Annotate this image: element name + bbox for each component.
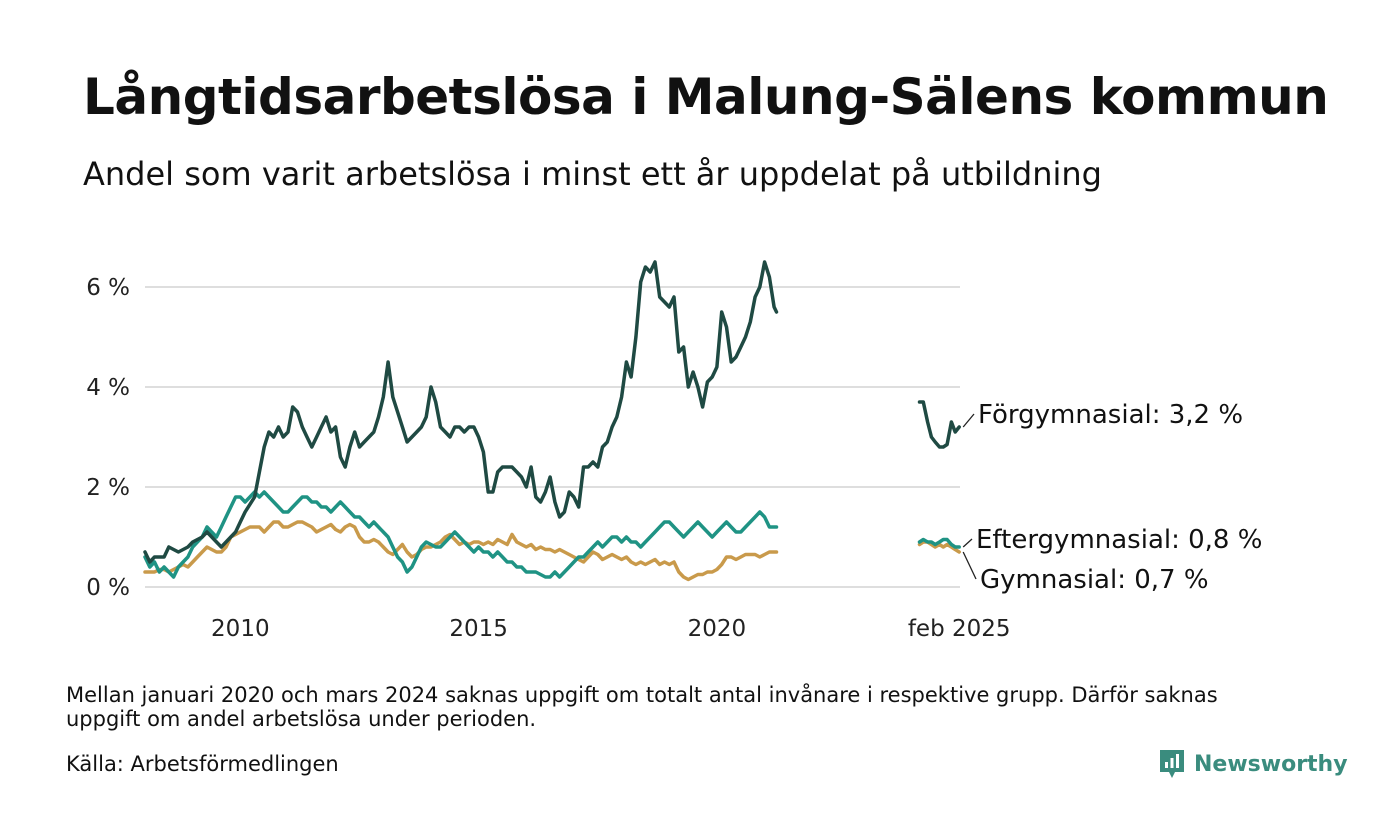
x-tick-label: 2010 <box>211 616 270 642</box>
chart-subtitle: Andel som varit arbetslösa i minst ett å… <box>83 155 1102 193</box>
y-axis-tick-labels: 0 % 2 % 4 % 6 % <box>86 275 130 601</box>
label-leader-line <box>962 538 973 548</box>
brand-logo: Newsworthy <box>1158 748 1348 780</box>
y-tick-label: 2 % <box>86 475 130 501</box>
footnote: Mellan januari 2020 och mars 2024 saknas… <box>66 683 1218 731</box>
end-labels: Förgymnasial: 3,2 % Eftergymnasial: 0,8 %… <box>962 400 1262 595</box>
y-tick-label: 4 % <box>86 375 130 401</box>
label-leader-line <box>962 551 977 580</box>
x-tick-label: 2015 <box>449 616 508 642</box>
chart-title: Långtidsarbetslösa i Malung-Sälens kommu… <box>83 68 1329 126</box>
source-text: Källa: Arbetsförmedlingen <box>66 752 339 776</box>
gridlines <box>145 286 960 588</box>
x-axis-tick-labels: 2010 2015 2020 feb 2025 <box>211 616 1010 642</box>
series-line-eftergymnasial <box>143 490 961 579</box>
series-line-förgymnasial <box>143 260 961 564</box>
y-tick-label: 6 % <box>86 275 130 301</box>
series-end-label: Förgymnasial: 3,2 % <box>978 400 1243 430</box>
x-tick-label: feb 2025 <box>908 616 1011 642</box>
brand-name: Newsworthy <box>1194 751 1348 777</box>
label-leader-line <box>962 413 975 428</box>
series-line-gymnasial <box>143 520 961 582</box>
x-tick-label: 2020 <box>688 616 747 642</box>
series-lines <box>143 260 961 582</box>
line-chart: 0 % 2 % 4 % 6 % 2010 2015 2020 feb 2025 Förgym… <box>86 260 1262 642</box>
newsworthy-logo-icon <box>1160 750 1184 778</box>
series-end-label: Eftergymnasial: 0,8 % <box>976 525 1262 555</box>
series-end-label: Gymnasial: 0,7 % <box>980 565 1209 595</box>
y-tick-label: 0 % <box>86 575 130 601</box>
